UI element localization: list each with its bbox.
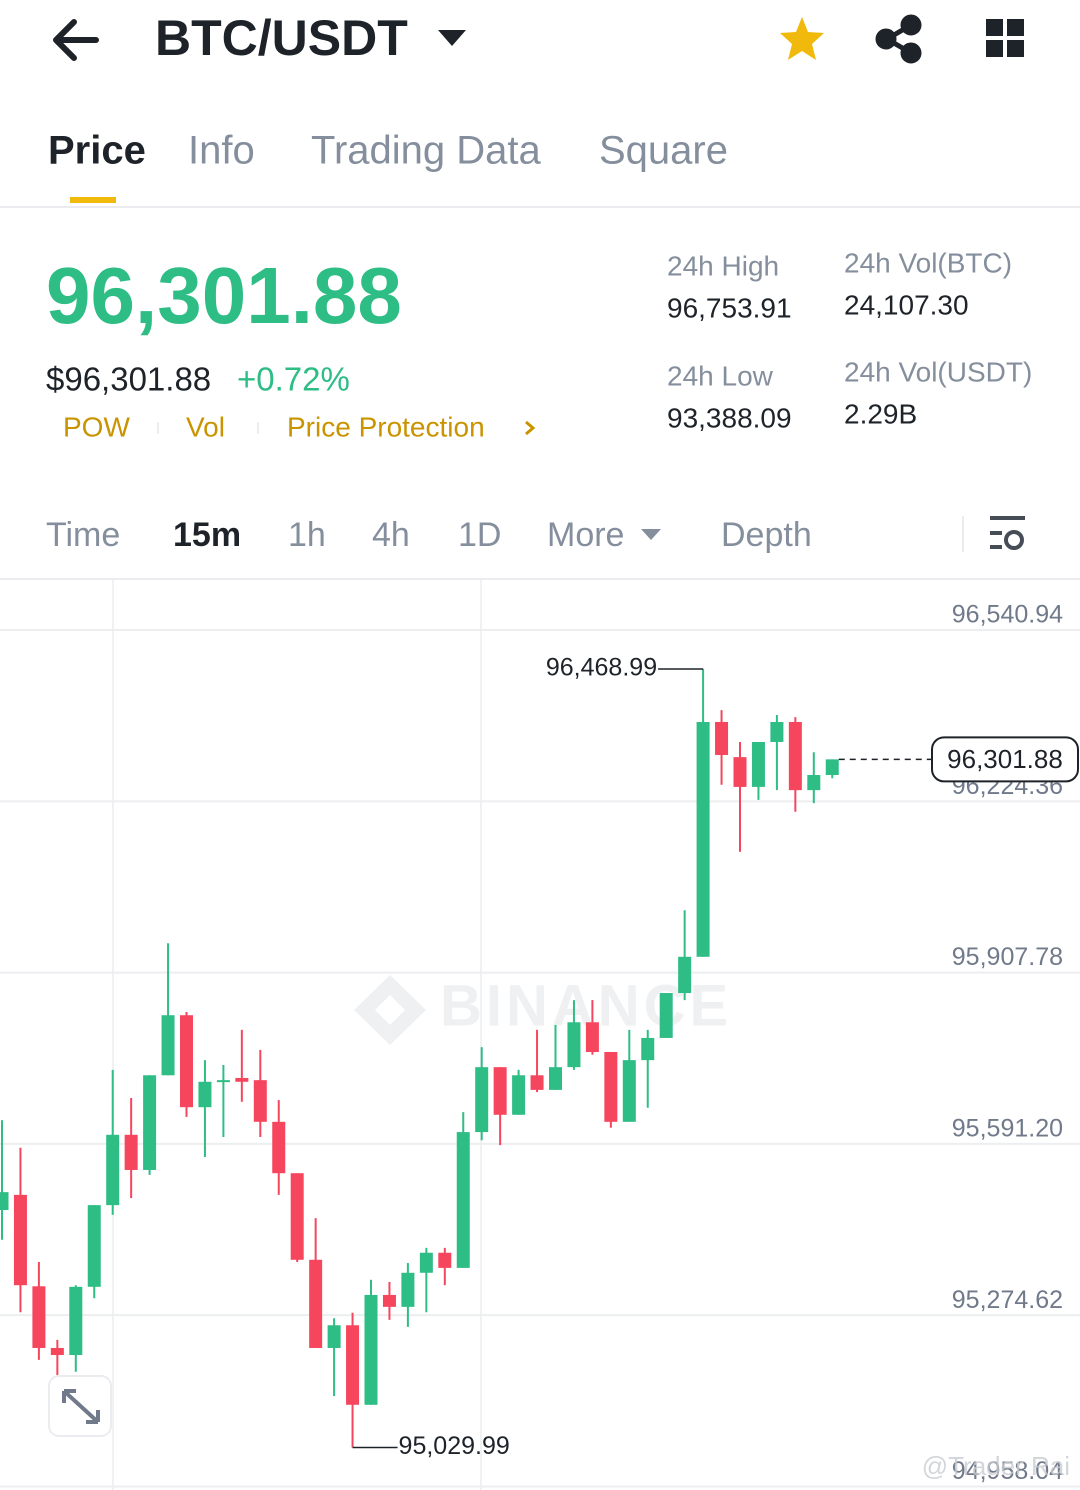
candle-body [143,1075,157,1170]
stat-label: 24h Vol(USDT) [844,356,1032,387]
last-price: 96,301.88 [46,251,402,340]
stat-value: 2.29B [844,398,917,429]
dropdown-icon[interactable] [641,529,661,540]
dropdown-icon[interactable] [438,30,466,46]
candle-body [106,1134,120,1206]
candle-body [32,1286,46,1348]
stat-value: 96,753.91 [667,292,792,323]
tag[interactable]: Vol [186,411,225,442]
interval-tab[interactable]: 1D [458,516,501,554]
low-annotation: 95,029.99 [399,1432,510,1460]
candle-body [235,1077,249,1082]
last-price-label: 96,301.88 [947,744,1063,774]
tab[interactable]: Info [188,129,255,173]
tab[interactable]: Trading Data [311,129,542,173]
y-tick-label: 95,907.78 [952,943,1063,971]
candle-body [180,1015,193,1108]
divider [0,206,1080,208]
candle-body [161,1015,175,1076]
candle-body [807,774,821,791]
candle-body [659,993,673,1038]
candle-body [438,1252,452,1268]
watermark-logo [354,975,426,1045]
candle-body [456,1132,470,1268]
candle-body [475,1067,489,1133]
y-tick-label: 94,958.04 [952,1457,1063,1485]
candle-body [678,956,692,994]
candle-body [401,1272,415,1307]
stat-value: 93,388.09 [667,402,792,433]
candle-body [272,1121,286,1174]
back-icon[interactable] [53,19,99,61]
interval-tab[interactable]: 15m [173,516,241,554]
candle-body [512,1075,526,1115]
tag[interactable]: POW [63,411,130,442]
candle-body [382,1294,396,1307]
user-watermark: @Trader Rai [922,1451,1070,1481]
tag[interactable]: Price Protection [287,411,485,442]
candle-body [87,1205,101,1287]
candle-body [549,1067,562,1090]
candle-body [530,1075,544,1090]
price-change: +0.72% [237,361,350,398]
candle-body [364,1294,378,1405]
stat-label: 24h High [667,250,779,281]
tab-indicator [70,197,116,203]
stat-value: 24,107.30 [844,289,969,320]
candle-body [290,1173,304,1260]
grid-icon[interactable] [986,19,1024,57]
candle-body [0,1192,9,1211]
tab[interactable]: Price [48,129,146,173]
fullscreen-icon[interactable] [62,1389,100,1424]
y-tick-label: 96,540.94 [952,601,1063,629]
candle-body [641,1037,655,1061]
candle-body [346,1325,360,1405]
stat-label: 24h Vol(BTC) [844,247,1012,278]
stat-label: 24h Low [667,360,774,391]
candle-body [309,1259,323,1348]
share-icon[interactable] [875,14,922,64]
candle-body [751,741,765,787]
candle-body [419,1252,433,1273]
candle-body [715,721,729,755]
candle-body [770,721,784,742]
last-price-box [931,736,1079,783]
candle-body [585,1022,599,1053]
y-tick-label: 95,274.62 [952,1286,1063,1314]
interval-tab[interactable]: 4h [372,516,410,554]
candle-body [825,759,839,775]
usd-price: $96,301.88 [46,361,211,398]
interval-tab[interactable]: Time [46,516,120,554]
chevron-icon[interactable] [525,420,536,436]
candle-body [493,1067,507,1115]
candle-body [327,1325,341,1348]
tab[interactable]: Square [599,129,728,173]
y-tick-label: 95,591.20 [952,1114,1063,1142]
candle-body [216,1080,230,1083]
high-annotation: 96,468.99 [546,654,657,682]
pair-title[interactable]: BTC/USDT [155,10,408,66]
candle-body [733,757,747,787]
candle-body [788,721,802,791]
candle-body [13,1194,27,1286]
divider [0,578,1080,580]
candle-body [253,1080,267,1122]
candle-body [696,721,710,957]
candle-body [198,1081,212,1108]
candle-body [622,1060,636,1122]
settings-icon[interactable] [990,516,1025,550]
candle-body [50,1347,64,1356]
candle-body [567,1022,581,1068]
candle-body [124,1134,138,1170]
interval-tab[interactable]: Depth [721,516,812,554]
interval-tab[interactable]: More [547,516,624,554]
favorite-icon[interactable] [780,17,824,60]
candle-body [69,1286,83,1356]
candle-body [604,1052,618,1122]
interval-tab[interactable]: 1h [288,516,326,554]
